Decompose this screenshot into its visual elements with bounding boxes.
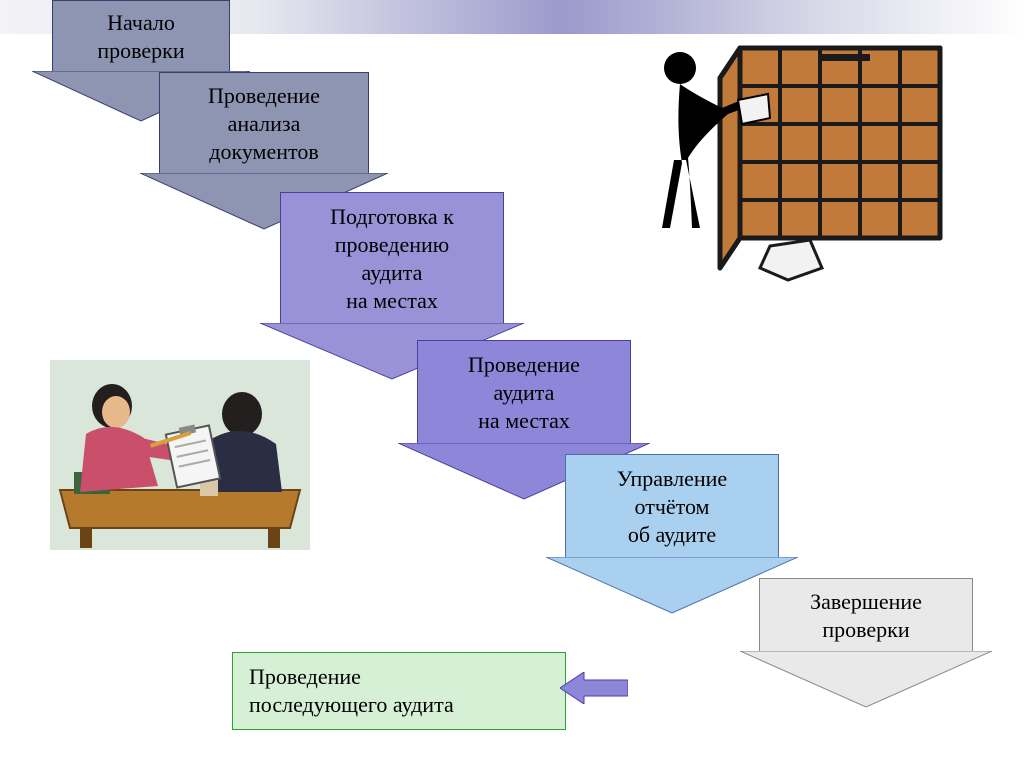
step2-label: Проведениеанализадокументов [159, 72, 369, 174]
step4-line-0: Проведение [424, 351, 624, 379]
small-left-arrow-icon [560, 672, 628, 704]
step3-line-1: проведению [287, 231, 497, 259]
step2-line-0: Проведение [166, 82, 362, 110]
step6-tip-icon [740, 651, 992, 709]
step4-line-1: аудита [424, 379, 624, 407]
followup-line1: Проведение [249, 663, 549, 691]
step6-line-0: Завершение [766, 588, 966, 616]
step6-label: Завершениепроверки [759, 578, 973, 652]
filing-clipart [610, 28, 960, 288]
step3-line-0: Подготовка к [287, 203, 497, 231]
step6-arrow: Завершениепроверки [740, 578, 992, 709]
step2-line-2: документов [166, 138, 362, 166]
step4-line-2: на местах [424, 407, 624, 435]
step1-label: Началопроверки [52, 0, 230, 72]
step1-line-1: проверки [59, 37, 223, 65]
step6-line-1: проверки [766, 616, 966, 644]
step3-line-3: на местах [287, 287, 497, 315]
followup-line2: последующего аудита [249, 691, 549, 719]
followup-box: Проведение последующего аудита [232, 652, 566, 730]
step5-line-1: отчётом [572, 493, 772, 521]
step3-line-2: аудита [287, 259, 497, 287]
step2-line-1: анализа [166, 110, 362, 138]
step3-label: Подготовка кпроведениюаудитана местах [280, 192, 504, 324]
step5-label: Управлениеотчётомоб аудите [565, 454, 779, 558]
step5-line-0: Управление [572, 465, 772, 493]
step5-line-2: об аудите [572, 521, 772, 549]
meeting-clipart [50, 360, 310, 550]
step4-label: Проведениеаудитана местах [417, 340, 631, 444]
step1-line-0: Начало [59, 9, 223, 37]
